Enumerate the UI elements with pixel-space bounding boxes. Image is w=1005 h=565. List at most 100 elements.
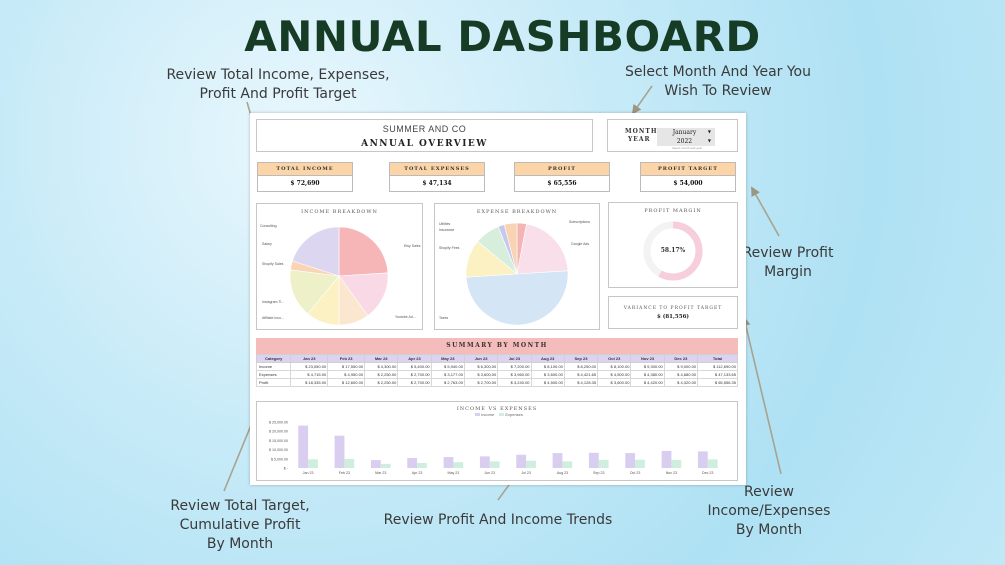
bar-income: [588, 452, 599, 468]
summary-column-header: Jul 23: [497, 354, 532, 363]
bar-income: [625, 453, 636, 468]
summary-column-header: Oct 23: [597, 354, 632, 363]
summary-cell: $ 4,421.65: [563, 370, 599, 379]
summary-cell: $ 2,700.00: [397, 378, 432, 387]
y-tick-label: $ 20,000.00: [269, 430, 288, 434]
month-label: MONTH: [625, 128, 658, 135]
income-vs-expenses-chart: $ 25,000.00 $ 20,000.00 $ 15,000.00 $ 10,00…: [269, 421, 718, 475]
summary-cell: $ 3,600.00: [530, 370, 565, 379]
year-label: YEAR: [628, 136, 651, 143]
callout-select: Select Month And Year You Wish To Review: [625, 64, 811, 99]
summary-cell: $ 4,320.00: [663, 378, 699, 387]
pie-label: Utilities: [439, 222, 451, 226]
dashboard-sheet: SUMMER AND CO ANNUAL OVERVIEW MONTH YEAR…: [250, 113, 746, 485]
summary-cell: $ 17,550.00: [327, 362, 366, 371]
bar-income: [479, 456, 490, 468]
bar-expenses: [562, 461, 573, 468]
summary-title: SUMMARY BY MONTH: [256, 338, 738, 354]
summary-cell: $ 4,500.00: [597, 370, 632, 379]
bar-income: [298, 425, 309, 468]
y-tick-label: $ 15,000.00: [269, 439, 288, 443]
summary-cell: $ 2,700.00: [397, 370, 432, 379]
trend-chart-panel: INCOME VS EXPENSES Income Expenses $ 25,…: [256, 401, 738, 481]
summary-cell: $ 3,240.00: [497, 378, 532, 387]
profit-margin-title: PROFIT MARGIN: [644, 208, 702, 214]
x-tick-label: Nov 23: [666, 471, 677, 475]
pie-label: Youtube Ad...: [395, 315, 416, 319]
income-breakdown-panel: INCOME BREAKDOWN Consulting Salary Shopi…: [256, 203, 423, 330]
summary-cell: $ 4,950.00: [327, 370, 366, 379]
summary-column-header: Dec 23: [663, 354, 699, 363]
summary-cell: $ 4,500.00: [530, 378, 565, 387]
profit-margin-gauge: [643, 221, 703, 281]
y-tick-label: $ 10,000.00: [269, 448, 288, 452]
summary-cell: $ 47,133.65: [697, 370, 738, 379]
summary-column-header: Jun 23: [463, 354, 499, 363]
summary-cell: $ 2,250.00: [364, 378, 399, 387]
kpi-total-expenses: TOTAL EXPENSES $ 47,134: [389, 162, 485, 192]
profit-margin-value: 58.17%: [660, 247, 686, 254]
summary-cell: $ 3,960.00: [497, 370, 532, 379]
summary-cell: $ 8,100.00: [530, 362, 565, 371]
x-tick-label: May 23: [448, 471, 460, 475]
callout-target: Review Total Target, Cumulative Profit B…: [170, 498, 310, 552]
pie-slice: [503, 222, 518, 275]
chevron-down-icon: ▼: [707, 129, 711, 134]
callout-trends: Review Profit And Income Trends: [383, 512, 613, 528]
summary-cell: $ 3,177.00: [430, 370, 465, 379]
summary-panel: SUMMARY BY MONTH Category Jan 23 Feb 23 Mar…: [255, 338, 738, 394]
summary-cell: $ 23,050.00: [290, 362, 329, 371]
x-tick-label: Feb 23: [339, 471, 350, 475]
chevron-down-icon: ▼: [707, 138, 711, 143]
summary-cell: Income: [255, 362, 292, 371]
income-breakdown-title: INCOME BREAKDOWN: [301, 209, 378, 215]
pie-slice: [292, 226, 340, 277]
kpi-label: PROFIT TARGET: [641, 163, 735, 176]
bar-income: [370, 460, 381, 468]
kpi-profit-target: PROFIT TARGET $ 54,000: [640, 162, 736, 192]
overview-header: SUMMER AND CO ANNUAL OVERVIEW: [256, 119, 593, 152]
kpi-label: PROFIT: [515, 163, 609, 176]
summary-cell: $ 2,250.00: [364, 370, 399, 379]
bar-expenses: [526, 460, 536, 468]
month-value: January: [672, 129, 697, 136]
expense-breakdown-panel: EXPENSE BREAKDOWN Utilities Insurance Sh…: [434, 203, 600, 330]
summary-cell: $ 18,335.00: [290, 378, 329, 387]
summary-cell: $ 8,100.00: [597, 362, 632, 371]
summary-column-header: May 23: [430, 354, 465, 363]
bar-income: [407, 458, 418, 468]
summary-table: Category Jan 23 Feb 23 Mar 23 Apr 23 May 23 Ju…: [255, 354, 738, 387]
x-tick-label: Sep 23: [593, 471, 604, 475]
bar-expenses: [707, 459, 718, 468]
summary-cell: $ 65,556.35: [697, 378, 738, 387]
y-tick-label: $ 5,000.00: [271, 457, 288, 461]
kpi-total-income: TOTAL INCOME $ 72,690: [257, 162, 353, 192]
income-pie-chart: [289, 226, 389, 326]
month-dropdown[interactable]: January ▼: [657, 128, 715, 137]
summary-cell: $ 9,000.00: [663, 362, 699, 371]
pie-label: Shopify Sales: [262, 262, 284, 266]
arrow-to-margin: [751, 186, 780, 237]
pie-slice: [516, 223, 569, 275]
profit-margin-panel: PROFIT MARGIN 58.17%: [608, 202, 738, 288]
bar-expenses: [344, 458, 355, 468]
gauge-fill: [643, 221, 703, 281]
pie-slice: [338, 226, 389, 277]
summary-cell: $ 8,250.00: [563, 362, 599, 371]
callout-incexp: Review Income/Expenses By Month: [707, 484, 831, 538]
pie-label: Subscriptions: [569, 220, 591, 224]
variance-value: $ (81,556): [657, 314, 689, 320]
x-tick-label: Jun 23: [484, 471, 495, 475]
summary-cell: $ 2,763.00: [430, 378, 465, 387]
year-dropdown[interactable]: 2022 ▼: [657, 137, 715, 146]
variance-title: VARIANCE TO PROFIT TARGET: [623, 306, 723, 311]
bar-expenses: [671, 459, 682, 468]
x-tick-label: Aug 23: [557, 471, 568, 475]
legend-expenses: Expenses: [505, 412, 523, 417]
bar-expenses: [308, 459, 318, 468]
bar-expenses: [598, 459, 609, 468]
x-tick-label: Jul 23: [521, 471, 531, 475]
summary-cell: $ 3,600.00: [463, 370, 499, 379]
kpi-label: TOTAL EXPENSES: [390, 163, 484, 176]
pie-label: Etsy Sales: [404, 244, 421, 248]
